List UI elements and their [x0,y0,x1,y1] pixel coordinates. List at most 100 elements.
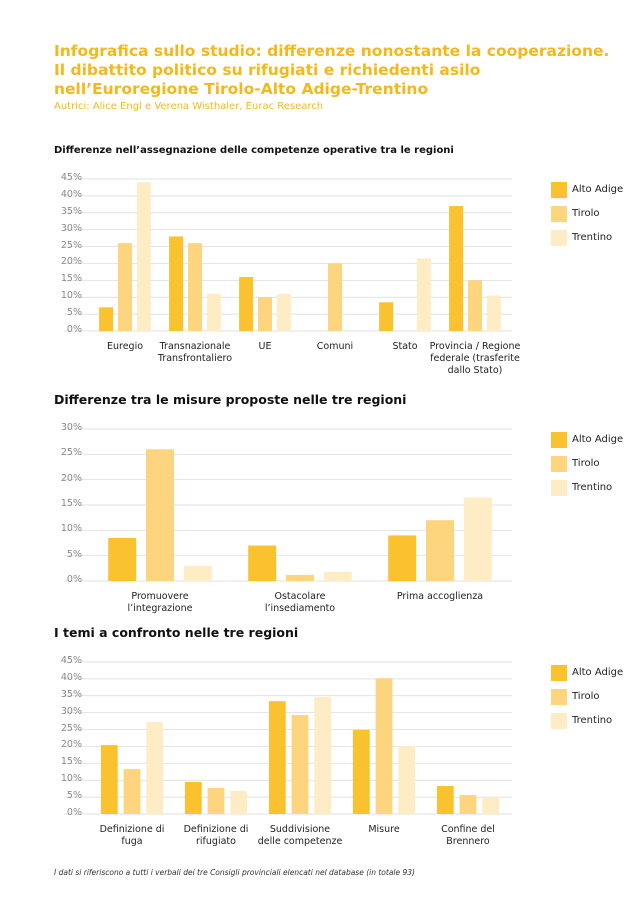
x-tick-label: Promuovere l’integrazione [127,591,193,614]
bar [449,206,464,331]
y-tick-label: 15% [60,273,82,285]
legend-label: Tirolo [572,691,600,702]
bar [291,715,309,814]
bar [188,243,202,331]
bar [388,535,417,581]
y-tick-label: 35% [60,205,82,217]
y-tick-label: 30% [60,705,82,717]
x-tick-label: UE [258,341,272,352]
bar [268,701,286,814]
legend-label: Trentino [572,715,613,726]
bar [323,571,352,581]
x-tick-label: Prima accoglienza [396,591,484,602]
y-tick-label: 20% [60,472,82,484]
bar [146,722,164,814]
y-tick-label: 0% [66,324,82,335]
bar [375,678,393,814]
chart-title: Differenze nell’assegnazione delle compe… [54,145,454,156]
bar [100,745,118,814]
y-tick-label: 10% [60,523,82,535]
y-tick-label: 0% [66,574,82,585]
legend-label: Alto Adige [572,184,624,195]
bar [286,574,314,581]
y-tick-label: 5% [66,548,82,560]
bar [436,785,454,814]
x-tick-label: Suddivisione delle competenze [257,824,343,847]
x-tick-label: Euregio [106,341,144,352]
bar [328,263,342,331]
legend-label: Tirolo [572,458,600,469]
x-tick-label: Transnazionale Transfrontaliero [157,341,233,364]
x-tick-label: Ostacolare l’insediamento [264,591,336,614]
footnote: I dati si riferiscono a tutti i verbali … [54,868,415,877]
y-tick-label: 25% [60,239,82,251]
authors: Autrici: Alice Engl e Verena Wisthaler, … [54,101,324,112]
bar [118,243,132,331]
y-tick-label: 10% [60,290,82,302]
bar [416,258,431,331]
y-tick-label: 0% [66,807,82,818]
bar [136,182,151,331]
legend-label: Alto Adige [572,667,624,678]
legend-label: Tirolo [572,208,600,219]
bar [146,449,174,581]
bar [248,545,277,581]
legend-swatch [551,206,567,222]
x-tick-label: Misure [368,824,400,835]
y-tick-label: 15% [60,498,82,509]
x-tick-label: Definizione di fuga [99,824,165,847]
y-tick-label: 40% [60,188,82,200]
legend-label: Trentino [572,482,613,493]
x-tick-label: Comuni [316,341,354,352]
legend-label: Alto Adige [572,434,624,445]
bar [314,697,332,814]
legend-swatch [551,432,567,448]
bar [207,787,225,814]
legend-swatch [551,713,567,729]
bar [486,295,501,331]
legend-swatch [551,182,567,198]
bar [398,746,416,814]
bar [169,236,184,331]
legend-swatch [551,480,567,496]
y-tick-label: 40% [60,671,82,683]
bar [183,565,212,581]
bar [239,276,254,331]
y-tick-label: 5% [66,307,82,319]
y-tick-label: 25% [60,447,82,459]
bar [276,293,291,331]
y-tick-label: 15% [60,756,82,768]
y-tick-label: 45% [60,172,82,183]
y-tick-label: 20% [60,739,82,751]
y-tick-label: 45% [60,655,82,666]
bar [459,795,477,814]
bar [206,293,221,331]
chart-title: I temi a confronto nelle tre regioni [54,625,299,640]
bar [258,297,272,331]
bar [352,729,370,814]
y-tick-label: 30% [60,222,82,234]
legend-swatch [551,689,567,705]
legend-swatch [551,456,567,472]
y-tick-label: 5% [66,790,82,802]
y-tick-label: 30% [60,422,82,433]
bar [123,769,141,814]
legend-swatch [551,230,567,246]
bar [426,520,454,581]
legend-swatch [551,665,567,681]
y-tick-label: 35% [60,688,82,700]
y-tick-label: 25% [60,722,82,734]
y-tick-label: 10% [60,773,82,785]
x-tick-label: Stato [392,341,418,352]
x-tick-label: Provincia / Regione federale (trasferite… [429,341,521,376]
page-title: Infografica sullo studio: differenze non… [54,42,610,98]
bar [230,791,248,814]
chart-title: Differenze tra le misure proposte nelle … [54,392,407,407]
bar [468,280,482,331]
bar [482,797,500,814]
bar [99,307,114,331]
bar [184,781,202,814]
bar [379,302,394,331]
